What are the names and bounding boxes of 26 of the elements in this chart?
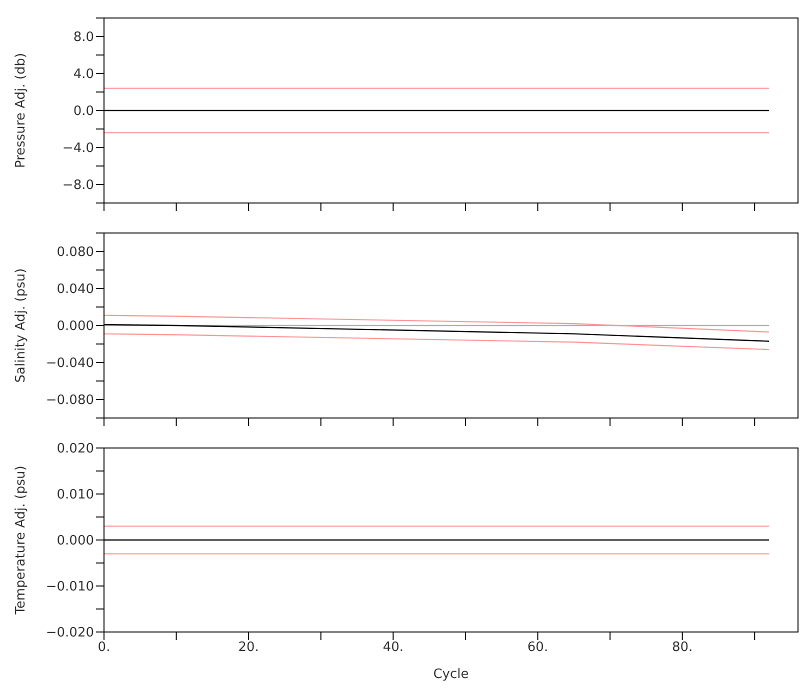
- y-tick-label: −4.0: [62, 141, 94, 156]
- y-axis-title: Salinity Adj. (psu): [14, 268, 29, 383]
- y-tick-label: 0.0: [73, 104, 94, 120]
- y-tick-label: −0.040: [46, 356, 94, 372]
- y-tick-label: 4.0: [73, 67, 94, 82]
- y-tick-label: 0.080: [56, 245, 94, 260]
- line-series: [104, 314, 770, 333]
- y-axis-title: Pressure Adj. (db): [14, 52, 29, 168]
- y-tick-label: −8.0: [62, 178, 94, 194]
- x-tick-label: 40.: [382, 640, 404, 656]
- x-tick-label: 20.: [238, 640, 259, 656]
- y-tick-label: −0.080: [46, 393, 94, 408]
- y-tick-label: 0.000: [56, 534, 94, 549]
- line-series: [104, 333, 770, 350]
- x-tick-label: 60.: [527, 640, 548, 656]
- y-tick-label: 8.0: [73, 30, 94, 46]
- y-axis-title: Temperature Adj. (psu): [14, 466, 29, 616]
- x-axis-title: Cycle: [433, 667, 469, 682]
- y-tick-label: 0.020: [56, 442, 94, 457]
- y-tick-label: −0.020: [46, 626, 94, 641]
- y-tick-label: 0.010: [56, 488, 94, 503]
- y-tick-label: 0.040: [56, 282, 94, 298]
- y-tick-label: −0.010: [46, 580, 94, 595]
- y-tick-label: 0.000: [56, 319, 94, 334]
- x-tick-label: 0.: [98, 640, 110, 656]
- x-tick-label: 80.: [672, 640, 693, 656]
